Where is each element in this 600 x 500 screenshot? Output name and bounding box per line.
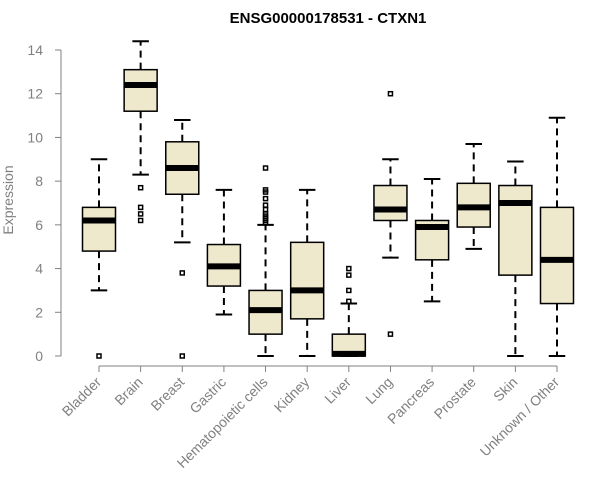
outlier-point — [179, 353, 186, 359]
outlier-point — [346, 272, 352, 278]
box-group — [248, 165, 283, 357]
outlier-point — [346, 265, 352, 272]
x-tick-label: Breast — [147, 374, 187, 414]
outlier-point — [262, 165, 269, 171]
box-group — [331, 265, 367, 357]
outlier-point — [96, 353, 102, 359]
x-tick-label: Lung — [362, 374, 395, 407]
box — [123, 68, 158, 112]
box — [81, 206, 117, 252]
outlier-point — [387, 90, 394, 97]
x-tick-label: Brain — [111, 374, 145, 408]
outlier-point — [387, 331, 394, 337]
outlier-point — [346, 298, 352, 305]
y-tick-label: 0 — [35, 348, 43, 364]
outlier-point — [137, 204, 144, 211]
box-group — [539, 116, 575, 357]
x-tick-label: Unknown / Other — [477, 374, 563, 460]
outlier-point — [137, 211, 144, 217]
box — [289, 241, 325, 320]
box-group — [414, 177, 450, 303]
box-group — [206, 188, 242, 316]
box — [539, 206, 575, 305]
y-tick-label: 2 — [35, 304, 43, 320]
box-group — [498, 160, 533, 357]
box-group — [165, 118, 200, 359]
outlier-point — [262, 206, 269, 213]
outlier-point — [179, 270, 186, 276]
x-tick-label: Liver — [321, 374, 354, 407]
box-group — [289, 188, 325, 357]
x-tick-label: Prostate — [431, 374, 479, 422]
y-axis: 0 2 4 6 8 10 12 14 — [27, 42, 62, 364]
box — [373, 184, 408, 222]
y-tick-label: 14 — [27, 42, 43, 58]
box-group — [81, 158, 117, 359]
box-group — [373, 90, 408, 337]
y-tick-label: 8 — [35, 173, 43, 189]
y-axis-label: Expression — [0, 165, 16, 234]
outlier-point — [137, 217, 144, 224]
y-tick-label: 4 — [35, 261, 43, 277]
outlier-point — [262, 219, 269, 226]
outlier-point — [262, 195, 269, 202]
y-tick-label: 12 — [27, 86, 43, 102]
x-tick-label: Skin — [490, 374, 521, 405]
box — [498, 184, 533, 276]
outlier-point — [262, 202, 269, 208]
x-tick-label: Kidney — [271, 374, 313, 416]
y-tick-label: 10 — [27, 129, 43, 145]
outlier-point — [137, 184, 144, 191]
outlier-point — [346, 287, 352, 294]
box-group — [456, 142, 491, 250]
box-group — [123, 40, 158, 224]
chart-title: ENSG00000178531 - CTXN1 — [230, 10, 427, 27]
y-tick-label: 6 — [35, 217, 43, 233]
boxplot-series — [81, 40, 575, 359]
outlier-point — [262, 189, 269, 195]
x-tick-label: Bladder — [59, 374, 105, 420]
